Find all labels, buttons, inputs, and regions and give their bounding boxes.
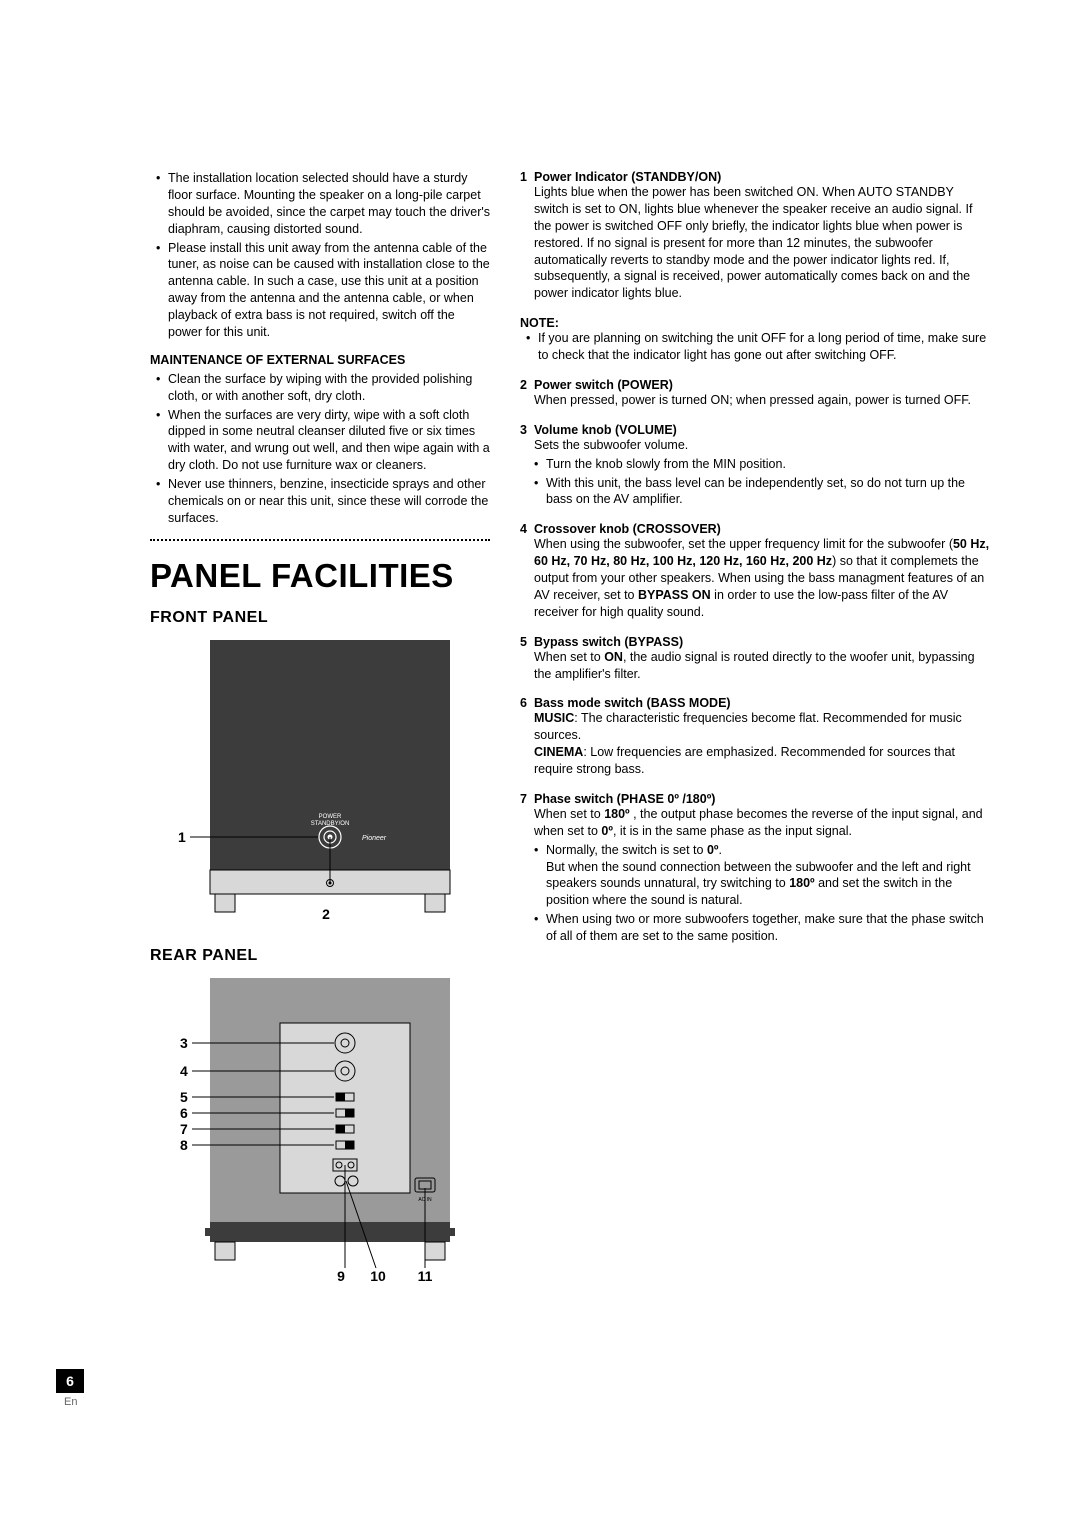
callout-11: 11 [418,1268,433,1283]
page-language: En [64,1396,77,1408]
item-6-body: MUSIC: The characteristic frequencies be… [520,710,990,778]
item-2-title: Power switch (POWER) [534,378,673,392]
bullet-item: With this unit, the bass level can be in… [534,475,990,509]
item-5-body: When set to ON, the audio signal is rout… [520,649,990,683]
item-1: 1Power Indicator (STANDBY/ON) Lights blu… [520,170,990,302]
callout-10: 10 [370,1268,386,1283]
bullet-item: Never use thinners, benzine, insecticide… [156,476,490,527]
item-6-title: Bass mode switch (BASS MODE) [534,696,731,710]
standby-label: POWER [319,814,342,820]
item-4-body: When using the subwoofer, set the upper … [520,536,990,620]
rear-panel-heading: REAR PANEL [150,947,490,965]
bullet-item: Normally, the switch is set to 0º. But w… [534,842,990,910]
maintenance-list: Clean the surface by wiping with the pro… [150,371,490,527]
callout-4: 4 [180,1063,188,1079]
section-divider [150,539,490,541]
left-column: The installation location selected shoul… [150,170,490,1305]
callout-3: 3 [180,1035,188,1051]
callout-9: 9 [337,1268,345,1283]
bullet-item: Please install this unit away from the a… [156,240,490,341]
note-heading: NOTE: [520,316,990,330]
maintenance-heading: MAINTENANCE OF EXTERNAL SURFACES [150,353,490,367]
page-number-badge: 6 [56,1369,84,1393]
callout-2: 2 [322,906,330,922]
standby-label2: STANDBY/ON [311,821,350,827]
note-block: NOTE: If you are planning on switching t… [520,316,990,364]
item-5: 5Bypass switch (BYPASS) When set to ON, … [520,635,990,683]
right-column: 1Power Indicator (STANDBY/ON) Lights blu… [520,170,990,1305]
item-4-title: Crossover knob (CROSSOVER) [534,522,721,536]
item-7-title: Phase switch (PHASE 0º /180º) [534,792,715,806]
item-2-body: When pressed, power is turned ON; when p… [520,392,990,409]
front-panel-diagram: POWER STANDBY/ON Pioneer 1 2 [150,635,490,925]
callout-8: 8 [180,1137,188,1153]
note-bullet: If you are planning on switching the uni… [526,330,990,364]
item-1-title: Power Indicator (STANDBY/ON) [534,170,721,184]
item-2: 2Power switch (POWER) When pressed, powe… [520,378,990,409]
item-7: 7Phase switch (PHASE 0º /180º) When set … [520,792,990,945]
bullet-item: Clean the surface by wiping with the pro… [156,371,490,405]
rear-panel-diagram: AC IN 3 4 5 6 7 8 [150,973,490,1283]
item-4: 4Crossover knob (CROSSOVER) When using t… [520,522,990,620]
panel-facilities-title: PANEL FACILITIES [150,557,490,595]
brand-label: Pioneer [362,835,387,842]
callout-6: 6 [180,1105,188,1121]
page-columns: The installation location selected shoul… [150,170,990,1305]
item-7-body: When set to 180º , the output phase beco… [520,806,990,945]
item-3: 3Volume knob (VOLUME) Sets the subwoofer… [520,423,990,509]
item-6: 6Bass mode switch (BASS MODE) MUSIC: The… [520,696,990,778]
front-panel-heading: FRONT PANEL [150,609,490,627]
callout-1: 1 [178,829,186,845]
callout-5: 5 [180,1089,188,1105]
install-notes-list: The installation location selected shoul… [150,170,490,341]
item-3-body: Sets the subwoofer volume. Turn the knob… [520,437,990,509]
callout-7: 7 [180,1121,188,1137]
item-1-body: Lights blue when the power has been swit… [520,184,990,302]
item-3-title: Volume knob (VOLUME) [534,423,677,437]
bullet-item: When the surfaces are very dirty, wipe w… [156,407,490,475]
bullet-item: Turn the knob slowly from the MIN positi… [534,456,990,473]
bullet-item: The installation location selected shoul… [156,170,490,238]
bullet-item: When using two or more subwoofers togeth… [534,911,990,945]
item-5-title: Bypass switch (BYPASS) [534,635,683,649]
